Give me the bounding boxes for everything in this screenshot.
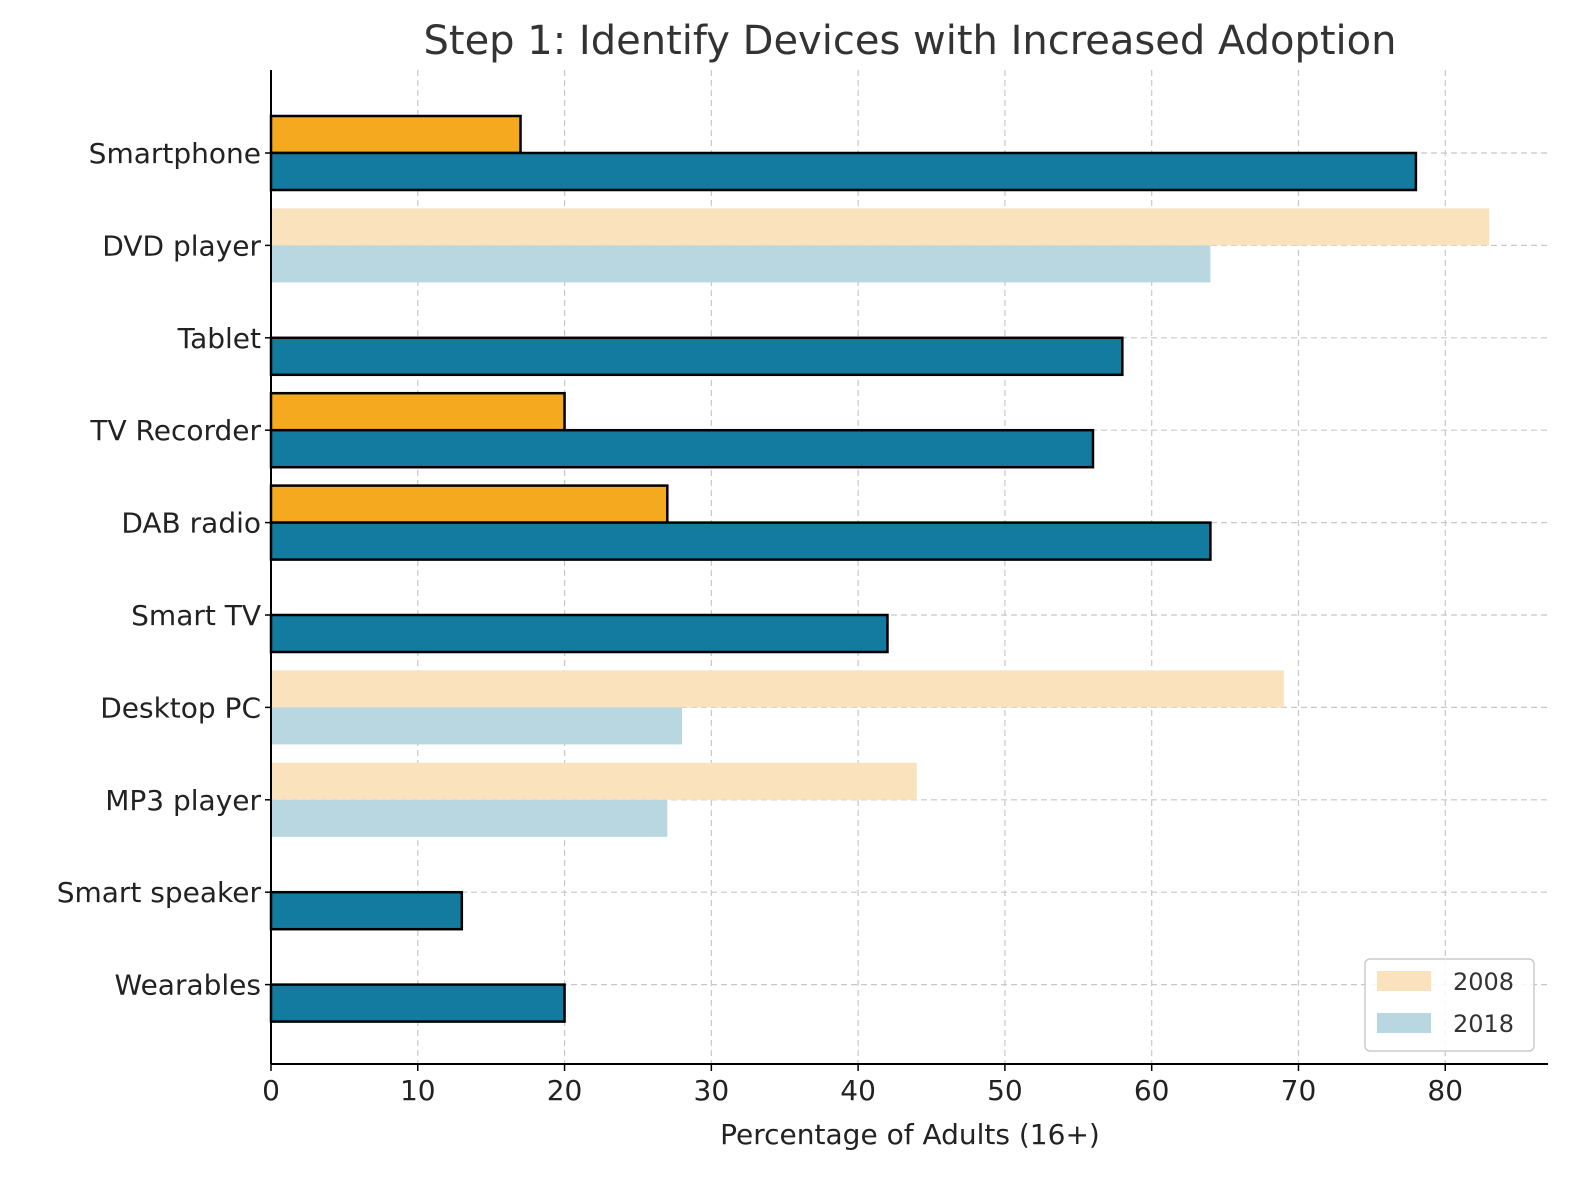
- y-tick-label-tablet: Tablet: [177, 322, 261, 355]
- bar-smart-tv-2018: [269, 613, 889, 654]
- bar-smartphone-2018: [269, 151, 1418, 192]
- x-tick-label-40: 40: [840, 1074, 876, 1107]
- x-tick-labels: 0 10 20 30 40 50 60 70 80: [262, 1074, 1463, 1107]
- legend-label-2018: 2018: [1453, 1010, 1514, 1038]
- x-tick-label-10: 10: [400, 1074, 436, 1107]
- bar-dvd-player-2008: [271, 208, 1490, 246]
- x-tick-label-80: 80: [1427, 1074, 1463, 1107]
- y-tick-label-desktop-pc: Desktop PC: [100, 691, 261, 724]
- bar-smartphone-2008: [269, 114, 522, 155]
- x-tick-label-50: 50: [987, 1074, 1023, 1107]
- bar-dvd-player-2018: [271, 245, 1211, 283]
- y-tick-label-smart-speaker: Smart speaker: [57, 876, 262, 909]
- legend-label-2008: 2008: [1453, 968, 1514, 996]
- y-tick-label-dab-radio: DAB radio: [121, 507, 261, 540]
- bar-mp3-player-2018: [271, 799, 668, 837]
- bar-dab-radio-2008: [269, 484, 669, 524]
- y-tick-label-dvd-player: DVD player: [102, 229, 261, 262]
- y-tick-label-tv-recorder: TV Recorder: [89, 414, 261, 447]
- bar-tv-recorder-2018: [269, 428, 1095, 469]
- chart-title: Step 1: Identify Devices with Increased …: [424, 18, 1397, 64]
- bar-tablet-2018: [269, 336, 1124, 377]
- y-tick-labels: Smartphone DVD player Tablet TV Recorder DAB…: [57, 137, 262, 1002]
- x-tick-label-70: 70: [1281, 1074, 1317, 1107]
- y-tick-label-mp3-player: MP3 player: [105, 784, 261, 817]
- x-axis-label: Percentage of Adults (16+): [720, 1118, 1100, 1151]
- y-tick-label-smart-tv: Smart TV: [131, 599, 261, 632]
- bar-mp3-player-2008: [271, 762, 917, 800]
- x-tick-label-60: 60: [1134, 1074, 1170, 1107]
- bars: [269, 114, 1490, 1023]
- legend-swatch-2018: [1377, 1013, 1431, 1033]
- y-tick-label-smartphone: Smartphone: [89, 137, 261, 170]
- x-tick-label-30: 30: [694, 1074, 730, 1107]
- y-tick-label-wearables: Wearables: [115, 969, 261, 1002]
- bar-wearables-2018: [269, 983, 566, 1023]
- axes: [265, 70, 1548, 1071]
- legend: 2008 2018: [1364, 958, 1535, 1052]
- x-tick-label-20: 20: [547, 1074, 583, 1107]
- bar-tv-recorder-2008: [269, 391, 566, 432]
- legend-swatch-2008: [1377, 971, 1431, 991]
- bar-desktop-pc-2018: [271, 707, 682, 745]
- bar-dab-radio-2018: [269, 521, 1212, 561]
- bar-smart-speaker-2018: [269, 890, 464, 931]
- bar-desktop-pc-2008: [271, 670, 1284, 708]
- x-tick-label-0: 0: [262, 1074, 280, 1107]
